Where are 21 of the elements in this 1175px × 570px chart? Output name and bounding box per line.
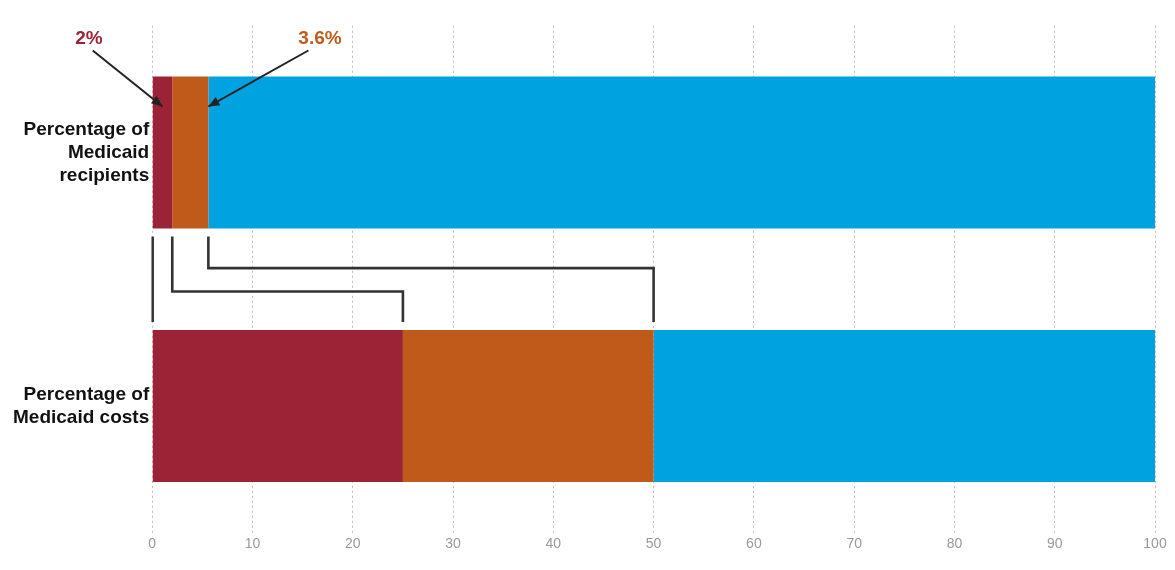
data-label: 3.6% [298, 26, 342, 48]
x-tick-label: 60 [746, 535, 762, 552]
x-tick-label: 80 [946, 535, 963, 552]
x-tick-label: 50 [645, 535, 662, 552]
bar [172, 76, 209, 229]
bar [653, 330, 1155, 483]
bar [402, 330, 654, 483]
data-label: 2% [75, 26, 103, 48]
x-tick-label: 90 [1046, 535, 1063, 552]
y-tick-label: Percentage of Medicaid recipients [23, 117, 150, 185]
x-tick-label: 100 [1143, 535, 1167, 552]
x-tick-label: 20 [344, 535, 361, 552]
bar [152, 76, 173, 229]
x-tick-label: 10 [244, 535, 261, 552]
bar [152, 330, 403, 483]
x-tick-label: 70 [846, 535, 863, 552]
x-tick-label: 30 [445, 535, 462, 552]
y-tick-label: Percentage of Medicaid costs [12, 382, 150, 427]
bar [208, 76, 1155, 229]
x-tick-label: 0 [148, 535, 157, 552]
x-tick-label: 40 [545, 535, 562, 552]
